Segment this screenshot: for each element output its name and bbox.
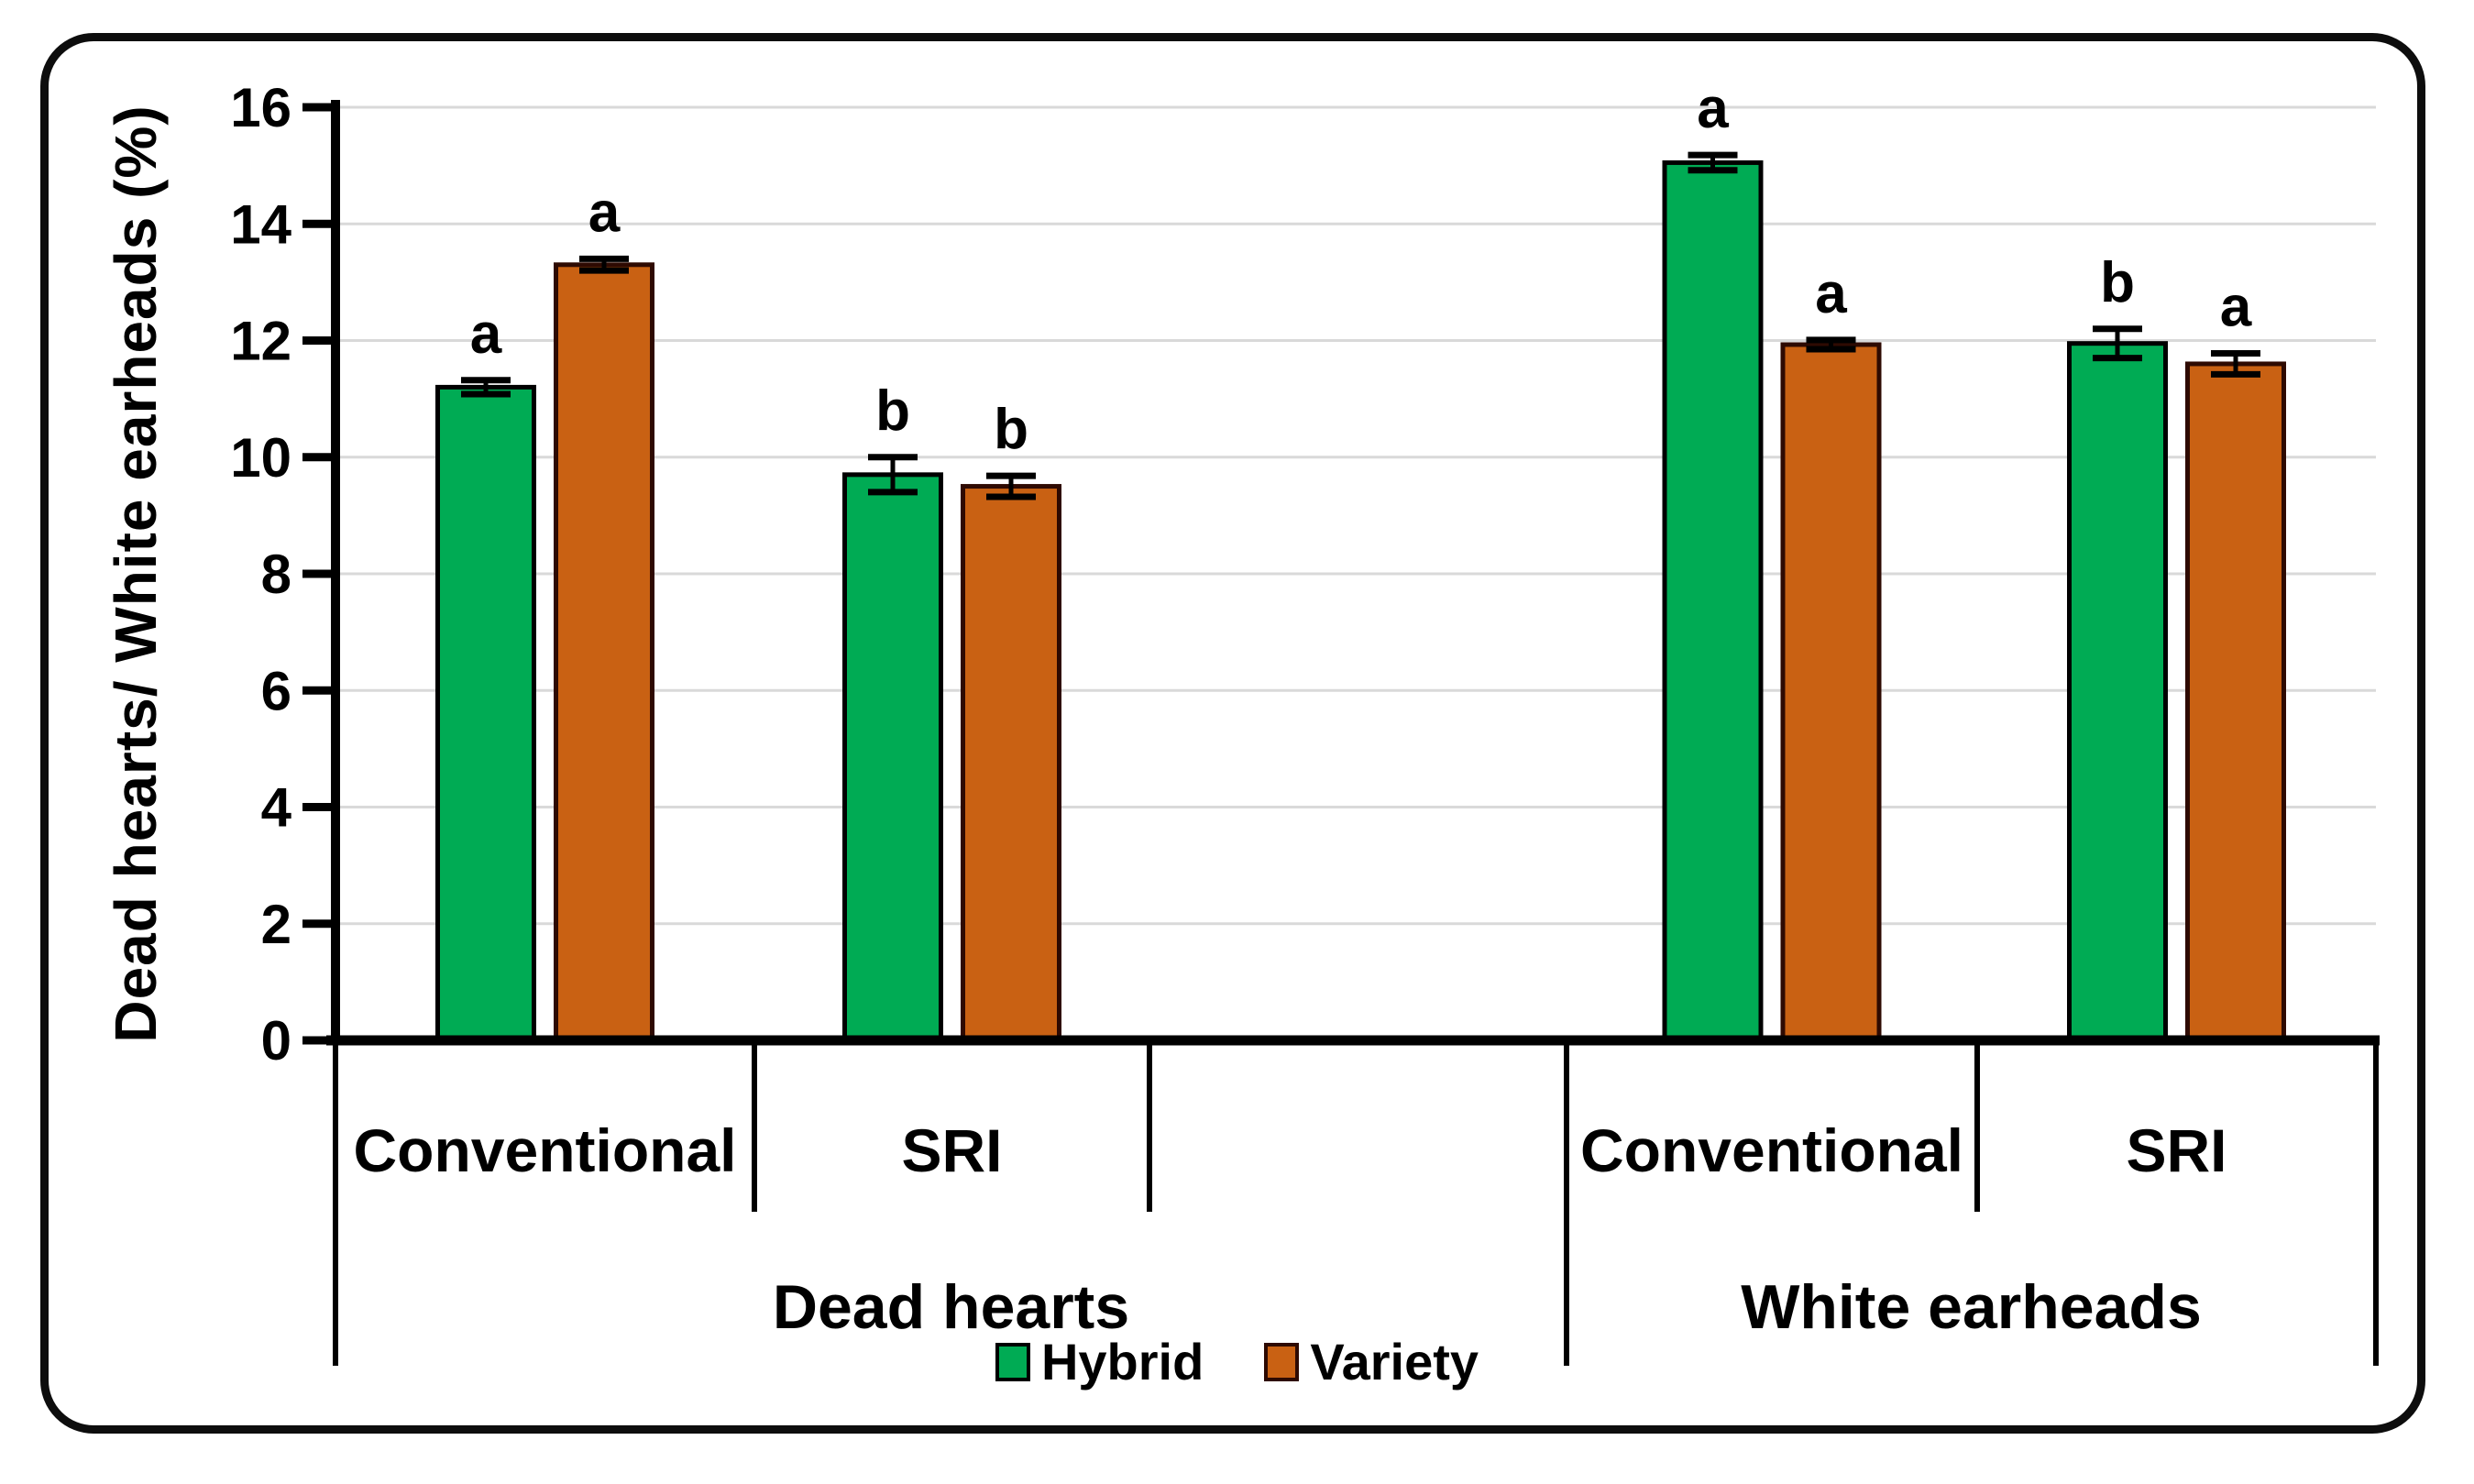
bar-hybrid-2 (1662, 159, 1764, 1043)
category-label: SRI (901, 1116, 1002, 1184)
y-tick-label: 10 (230, 427, 291, 489)
y-tick-label: 2 (261, 894, 291, 955)
legend-item-hybrid: Hybrid (995, 1336, 1204, 1388)
significance-letter: b (875, 379, 910, 443)
bar-variety-0 (554, 262, 654, 1043)
legend-swatch-hybrid-icon (995, 1343, 1030, 1381)
y-tick-label: 12 (230, 311, 291, 372)
legend-label-variety: Variety (1310, 1333, 1479, 1391)
significance-letter: a (470, 302, 502, 366)
bar-variety-3 (2185, 361, 2286, 1043)
section-label: White earheads (1741, 1272, 2202, 1342)
category-label: Conventional (1580, 1116, 1963, 1184)
significance-letter: a (1697, 77, 1729, 140)
section-label: Dead hearts (773, 1272, 1129, 1342)
y-tick-label: 14 (230, 193, 291, 255)
significance-letter: a (588, 181, 621, 244)
bar-variety-1 (961, 484, 1061, 1043)
bar-variety-2 (1780, 342, 1882, 1043)
y-tick-label: 4 (261, 777, 292, 839)
category-label: SRI (2126, 1116, 2227, 1184)
significance-letter: b (994, 398, 1028, 461)
legend-item-variety: Variety (1264, 1336, 1479, 1388)
significance-letter: b (2100, 251, 2135, 314)
bar-hybrid-0 (435, 384, 536, 1043)
category-label: Conventional (353, 1116, 736, 1184)
y-tick-label: 16 (230, 77, 291, 138)
legend: Hybrid Variety (0, 1336, 2474, 1388)
bar-hybrid-3 (2067, 341, 2168, 1043)
significance-letter: a (2220, 275, 2252, 338)
significance-letter: a (1815, 262, 1847, 325)
y-tick-label: 6 (261, 660, 291, 721)
y-tick-label: 8 (261, 544, 291, 605)
legend-swatch-variety-icon (1264, 1343, 1300, 1381)
figure-border (40, 33, 2425, 1434)
y-tick-label: 0 (261, 1010, 291, 1072)
legend-label-hybrid: Hybrid (1040, 1333, 1204, 1391)
bar-hybrid-1 (842, 472, 943, 1043)
